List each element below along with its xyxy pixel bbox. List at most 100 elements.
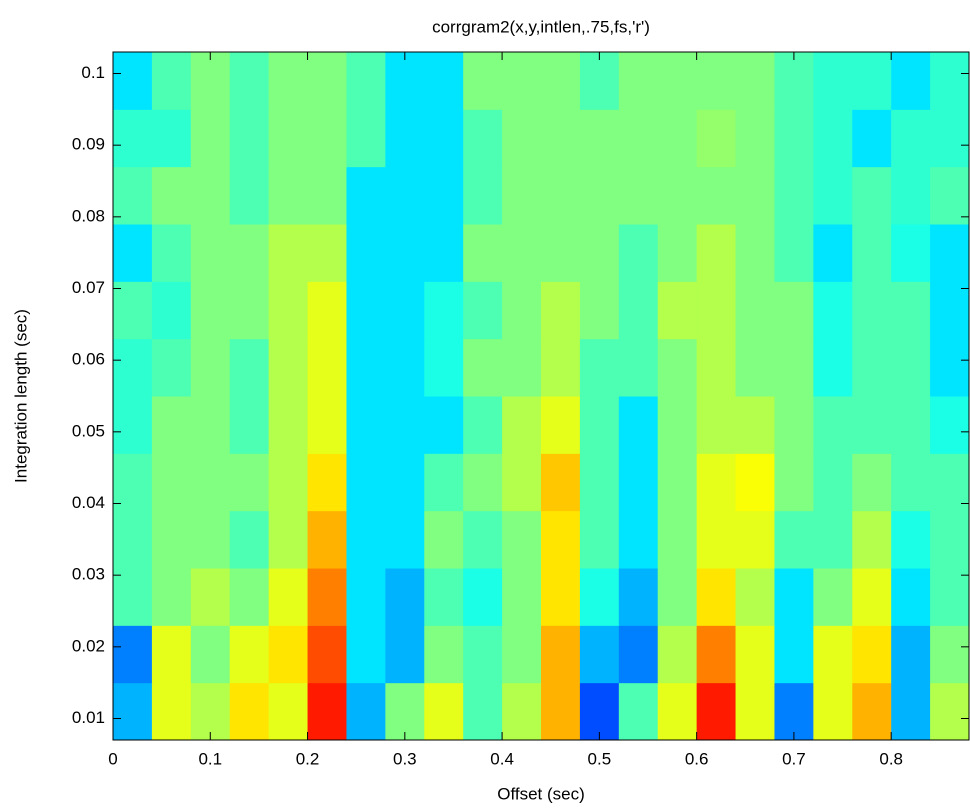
heat-cell	[190, 510, 231, 569]
heat-cell	[541, 625, 581, 684]
heat-cell	[502, 166, 542, 225]
heat-cell	[541, 396, 581, 454]
heat-cell	[268, 453, 309, 512]
heat-cell	[657, 224, 698, 282]
heat-cell	[346, 682, 386, 741]
heat-cell	[813, 166, 853, 225]
x-tick-label: 0.7	[782, 749, 806, 768]
heat-cell	[385, 52, 425, 110]
heat-cell	[735, 510, 775, 569]
heat-cell	[424, 338, 464, 397]
heat-cell	[579, 338, 620, 397]
x-tick-label: 0.4	[490, 749, 514, 768]
heat-cell	[307, 453, 347, 512]
x-tick-label: 0	[108, 749, 117, 768]
heat-cell	[813, 682, 853, 741]
heat-cell	[891, 396, 931, 454]
heat-cell	[618, 396, 659, 454]
heat-cell	[657, 396, 698, 454]
heat-cell	[424, 109, 464, 168]
heat-cell	[696, 281, 737, 340]
y-tick-label: 0.04	[72, 493, 105, 512]
heat-cell	[424, 281, 464, 340]
heat-cell	[541, 510, 581, 569]
heat-cell	[113, 338, 153, 397]
heat-cell	[813, 224, 853, 282]
heat-cell	[190, 109, 231, 168]
heat-cell	[579, 682, 620, 741]
heat-cell	[657, 166, 698, 225]
heat-cell	[190, 568, 231, 626]
heat-cell	[307, 625, 347, 684]
heat-cell	[579, 625, 620, 684]
x-tick-label: 0.6	[685, 749, 709, 768]
heat-cell	[891, 682, 931, 741]
heat-cell	[307, 224, 347, 282]
heat-cell	[385, 453, 425, 512]
heat-cell	[385, 568, 425, 626]
heat-cell	[190, 682, 231, 741]
heat-cell	[113, 568, 153, 626]
heat-cell	[346, 224, 386, 282]
heat-cell	[774, 224, 814, 282]
heat-cell	[346, 338, 386, 397]
heat-cell	[463, 396, 503, 454]
heat-cell	[813, 510, 853, 569]
heat-cell	[579, 568, 620, 626]
heat-cell	[113, 453, 153, 512]
heat-cell	[618, 682, 659, 741]
y-tick-label: 0.03	[72, 565, 105, 584]
heat-cell	[502, 224, 542, 282]
heat-cell	[735, 568, 775, 626]
heat-cell	[813, 281, 853, 340]
heat-cell	[696, 453, 737, 512]
heat-cell	[930, 52, 970, 110]
heat-cell	[891, 453, 931, 512]
heat-cell	[930, 510, 970, 569]
heat-cell	[618, 510, 659, 569]
heat-cell	[541, 166, 581, 225]
heat-cell	[930, 281, 970, 340]
heat-cell	[385, 109, 425, 168]
heat-cell	[113, 396, 153, 454]
heat-cell	[424, 682, 464, 741]
heat-cell	[346, 166, 386, 225]
heat-cell	[696, 166, 737, 225]
heat-cell	[541, 338, 581, 397]
heat-cell	[502, 568, 542, 626]
heat-cell	[813, 52, 853, 110]
heat-cell	[657, 453, 698, 512]
heat-cell	[618, 281, 659, 340]
x-tick-label: 0.5	[588, 749, 612, 768]
heat-cell	[541, 682, 581, 741]
heat-cell	[268, 109, 309, 168]
heat-cell	[268, 224, 309, 282]
heat-cell	[657, 109, 698, 168]
heat-cell	[268, 510, 309, 569]
y-tick-label: 0.06	[72, 350, 105, 369]
heat-cell	[463, 625, 503, 684]
heat-cell	[424, 510, 464, 569]
heat-cell	[268, 281, 309, 340]
y-tick-label: 0.08	[72, 206, 105, 225]
heat-cell	[774, 568, 814, 626]
heat-cell	[190, 396, 231, 454]
heat-cell	[579, 224, 620, 282]
heat-cell	[657, 510, 698, 569]
y-tick-label: 0.01	[72, 708, 105, 727]
heat-cell	[268, 682, 309, 741]
heat-cell	[151, 166, 192, 225]
heat-cell	[813, 568, 853, 626]
heat-cell	[696, 338, 737, 397]
heat-cell	[696, 682, 737, 741]
heat-cell	[618, 109, 659, 168]
heat-cell	[930, 109, 970, 168]
heat-cell	[385, 396, 425, 454]
heat-cell	[229, 396, 270, 454]
heat-cell	[190, 52, 231, 110]
x-tick-label: 0.3	[393, 749, 417, 768]
heat-cell	[190, 166, 231, 225]
heat-cell	[502, 52, 542, 110]
heat-cell	[502, 338, 542, 397]
